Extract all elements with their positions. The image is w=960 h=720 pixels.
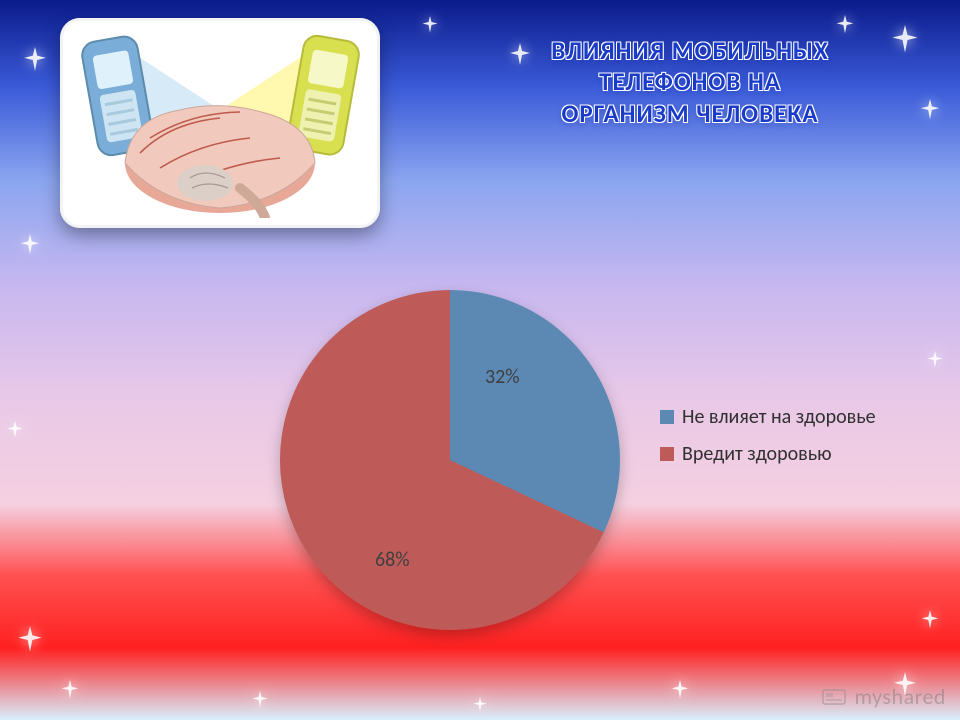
title-line-1: ВЛИЯНИЯ МОБИЛЬНЫХ xyxy=(480,35,900,66)
sparkle-icon xyxy=(6,421,24,439)
sparkle-icon xyxy=(670,680,690,700)
pie-graphic xyxy=(280,290,620,630)
pie-data-label-0: 32% xyxy=(485,365,520,389)
sparkle-icon xyxy=(421,16,439,34)
pie-data-label-1: 68% xyxy=(375,548,410,572)
sparkle-icon xyxy=(60,680,80,700)
watermark-text: myshared xyxy=(854,683,946,710)
pie-chart: 32% 68% xyxy=(280,290,620,630)
sparkle-icon xyxy=(920,610,940,630)
brain-phones-illustration xyxy=(70,28,370,218)
sparkle-icon xyxy=(472,697,488,713)
legend-item-0: Не влияет на здоровье xyxy=(660,405,876,430)
title-line-2: ТЕЛЕФОНОВ НА xyxy=(480,66,900,97)
title-line-3: ОРГАНИЗМ ЧЕЛОВЕКА xyxy=(480,98,900,129)
legend-swatch-1 xyxy=(660,447,674,461)
sparkle-icon xyxy=(926,351,944,369)
sparkle-icon xyxy=(22,47,48,73)
legend-swatch-0 xyxy=(660,410,674,424)
sparkle-icon xyxy=(16,626,44,654)
sparkle-icon xyxy=(19,234,41,256)
legend-text-1: Вредит здоровью xyxy=(682,442,832,467)
sparkle-icon xyxy=(919,99,941,121)
sparkle-icon xyxy=(835,15,855,35)
legend-item-1: Вредит здоровью xyxy=(660,442,876,467)
illustration-inner xyxy=(70,28,370,218)
slide-title: ВЛИЯНИЯ МОБИЛЬНЫХ ТЕЛЕФОНОВ НА ОРГАНИЗМ … xyxy=(480,35,900,129)
illustration-card xyxy=(60,18,380,228)
watermark: myshared xyxy=(822,683,946,710)
legend-text-0: Не влияет на здоровье xyxy=(682,405,876,430)
sparkle-icon xyxy=(251,691,269,709)
slides-icon xyxy=(822,687,846,707)
chart-legend: Не влияет на здоровье Вредит здоровью xyxy=(660,405,876,479)
